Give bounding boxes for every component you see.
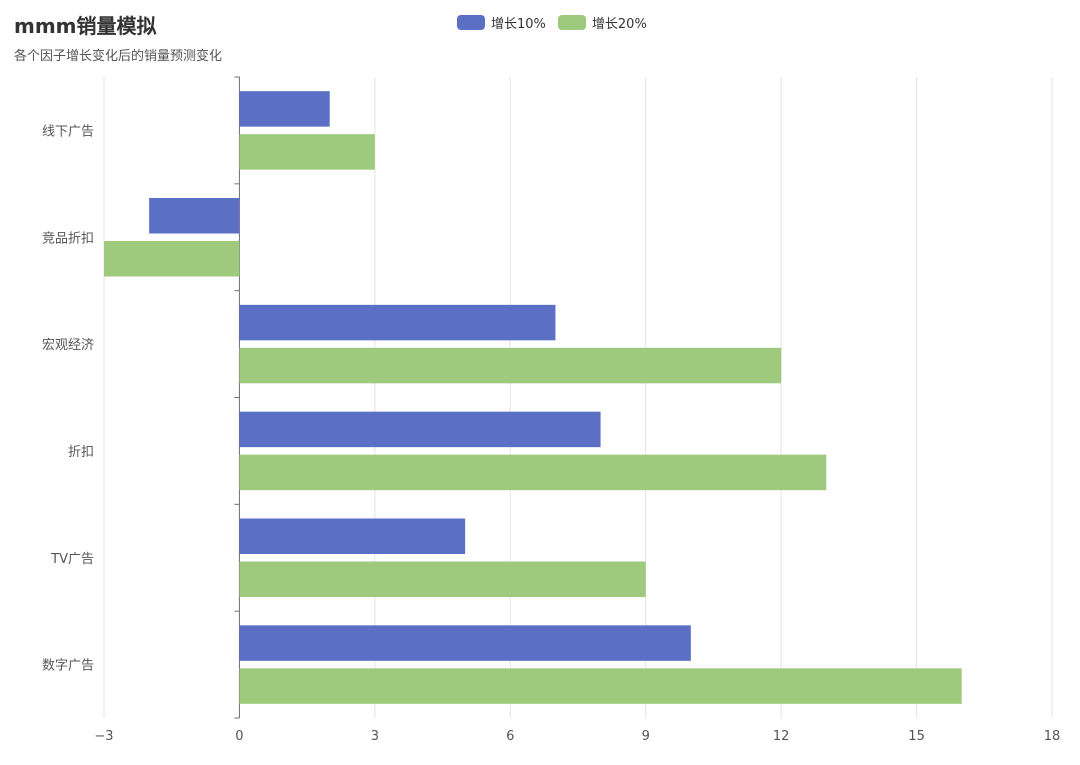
bar-series-1-1 [149,198,240,234]
category-label-5: 数字广告 [42,659,94,674]
bar-series-2-4 [239,561,646,597]
bar-series-1-4 [239,518,466,554]
chart-subtitle: 各个因子增长变化后的销量预测变化 [14,49,223,64]
bar-series-1-5 [239,625,691,661]
category-label-2: 宏观经济 [42,338,94,353]
bar-series-1-2 [239,304,556,341]
legend-item-series-1[interactable]: 增长10% [457,13,546,32]
x-tick-label-7: 18 [1044,729,1061,744]
bar-series-2-2 [239,347,782,384]
legend-swatch-series-1 [457,15,485,30]
x-tick-label-3: 6 [506,729,514,744]
bar-series-2-0 [239,134,375,170]
legend-label-series-2: 增长20% [591,17,647,32]
legend-swatch-series-2 [557,15,586,30]
legend-label-series-1: 增长10% [491,17,546,32]
legend-item-series-2[interactable]: 增长20% [557,13,647,32]
x-tick-label-4: 9 [642,729,650,744]
bar-series-1-0 [239,91,330,127]
chart-title: mmm销量模拟 [14,14,157,38]
bar-series-1-3 [239,411,601,448]
category-label-0: 线下广告 [42,124,94,139]
x-tick-label-6: 15 [908,729,925,744]
category-label-1: 竞品折扣 [42,230,94,246]
x-tick-label-2: 3 [371,729,379,744]
x-tick-label-1: 0 [235,729,243,744]
x-tick-label-5: 12 [773,729,790,744]
category-label-3: 折扣 [68,445,94,460]
x-tick-label-0: −3 [94,729,113,744]
bar-series-2-3 [239,454,827,491]
bar-series-2-1 [104,241,240,277]
bar-series-2-5 [239,668,962,704]
legend: 增长10% 增长20% [457,13,647,32]
category-label-4: TV广告 [50,552,94,567]
